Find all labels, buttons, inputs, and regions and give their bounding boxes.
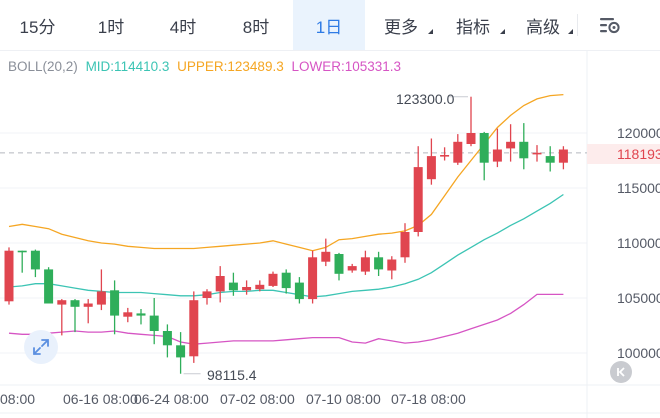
low-price-label: 98115.4: [207, 367, 257, 383]
chart-settings-icon: [600, 18, 620, 34]
tab-15min[interactable]: 15分: [19, 17, 56, 37]
chart-settings-button[interactable]: [578, 0, 642, 50]
x-tick: 08:00: [0, 391, 36, 407]
timeframe-toolbar: 15分 1时 4时 8时 1日 更多 指标 高级: [0, 0, 660, 51]
high-price-label: 123300.0: [396, 91, 455, 107]
indicators-dropdown[interactable]: 指标: [437, 0, 509, 50]
caret-icon: [568, 29, 573, 34]
scroll-to-latest-button[interactable]: [610, 361, 632, 383]
tab-8h[interactable]: 8时: [242, 17, 270, 37]
skip-to-end-icon: [617, 367, 625, 377]
fullscreen-button[interactable]: [24, 330, 58, 364]
advanced-dropdown[interactable]: 高级: [509, 0, 577, 50]
tab-4h[interactable]: 4时: [169, 17, 197, 37]
boll-mid: MID:114410.3: [85, 59, 170, 74]
toolbar-divider: [577, 14, 578, 36]
tab-1h[interactable]: 1时: [97, 17, 125, 37]
boll-upper: UPPER:123489.3: [177, 59, 284, 74]
boll-lower: LOWER:105331.3: [291, 59, 402, 74]
y-tick: 120000.0: [617, 125, 660, 141]
more-dropdown[interactable]: 更多: [365, 0, 437, 50]
current-price-tag: 118193.2: [587, 144, 660, 164]
tab-1d[interactable]: 1日: [293, 0, 365, 50]
y-tick: 115000.0: [617, 180, 660, 196]
x-tick: 07-02 08:00: [220, 391, 295, 407]
x-tick: 06-24 08:00: [134, 391, 209, 407]
expand-icon: [33, 339, 49, 355]
x-tick: 07-18 08:00: [391, 391, 466, 407]
caret-icon: [428, 29, 433, 34]
caret-icon: [500, 29, 505, 34]
y-tick: 105000.0: [617, 290, 660, 306]
boll-legend: BOLL(20,2) MID:114410.3 UPPER:123489.3 L…: [8, 59, 405, 74]
x-tick: 07-10 08:00: [306, 391, 381, 407]
candlestick-chart[interactable]: [0, 51, 660, 418]
boll-name: BOLL(20,2): [8, 59, 78, 74]
y-tick: 100000.0: [617, 345, 660, 361]
x-tick: 06-16 08:00: [63, 391, 138, 407]
y-tick: 110000.0: [617, 235, 660, 251]
